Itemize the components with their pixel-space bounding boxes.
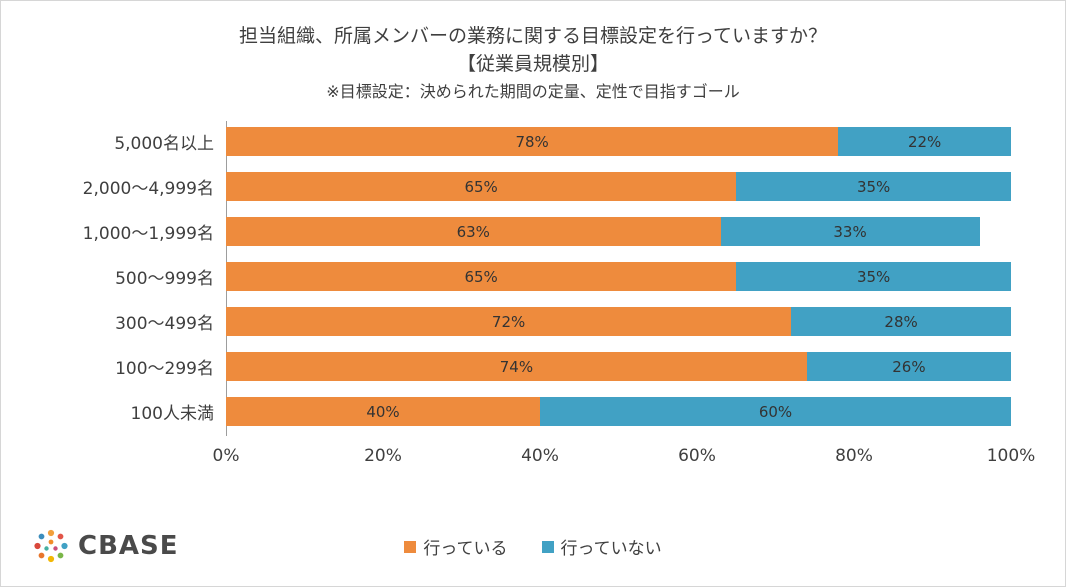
category-label: 300～499名 [115,314,214,335]
bar-segment-not-doing: 33% [720,217,980,247]
x-tick-label: 0% [212,446,240,467]
bar-segment-not-doing: 60% [540,397,1011,427]
category-label: 500～999名 [115,269,214,290]
x-tick-label: 80% [835,446,873,467]
bar-track: 72% 28% [226,307,1011,337]
data-label: 65% [464,267,498,286]
bar-segment-doing: 65% [226,172,737,202]
bar-segment-doing: 40% [226,397,540,427]
bar-segment-doing: 74% [226,352,807,382]
category-label: 1,000～1,999名 [82,224,214,245]
category-label: 5,000名以上 [114,134,214,155]
bar-track: 78% 22% [226,127,1011,157]
bar-track: 63% 33% [226,217,1011,247]
bar-segment-doing: 65% [226,262,737,292]
legend: 行っている 行っていない [1,534,1065,559]
x-tick-label: 40% [521,446,559,467]
data-label: 35% [856,177,891,196]
data-label: 33% [833,222,867,241]
chart-note: ※目標設定：決められた期間の定量、定性で目指すゴール [326,82,740,102]
bar-segment-not-doing: 35% [736,172,1011,202]
data-label: 63% [456,222,490,241]
data-label: 26% [892,357,926,376]
chart-row: 2,000～4,999名 65% 35% [29,164,1011,209]
data-label: 35% [856,267,891,286]
chart-title: 担当組織、所属メンバーの業務に関する目標設定を行っていますか？ [238,25,828,47]
x-axis: 0% 20% 40% 60% 80% 100% [213,440,1036,474]
x-tick-label: 100% [986,446,1036,467]
chart-row: 100～299名 74% 26% [29,344,1011,389]
chart-header: 担当組織、所属メンバーの業務に関する目標設定を行っていますか？ 【従業員規模別】… [29,23,1037,103]
category-label: 100～299名 [115,359,214,380]
data-label: 60% [758,402,793,421]
bar-track: 65% 35% [226,172,1011,202]
legend-label: 行っている [423,539,508,559]
category-label: 100人未満 [130,404,214,425]
category-label: 2,000～4,999名 [82,179,214,200]
data-label: 65% [464,177,498,196]
chart-row: 100人未満 40% 60% [29,389,1011,434]
legend-swatch [404,540,417,553]
cbase-logo-icon [34,529,68,563]
bar-segment-doing: 63% [226,217,721,247]
chart-row: 5,000名以上 78% 22% [29,119,1011,164]
footer: CBASE 行っている 行っていない [1,524,1065,572]
legend-label: 行っていない [560,539,662,559]
chart-row: 300～499名 72% 28% [29,299,1011,344]
legend-swatch [541,540,554,553]
x-tick-label: 60% [678,446,716,467]
data-label: 78% [515,132,549,151]
data-label: 28% [884,312,918,331]
bar-track: 65% 35% [226,262,1011,292]
chart-subtitle: 【従業員規模別】 [456,52,609,75]
cbase-logo-text: CBASE [78,531,179,561]
bar-segment-not-doing: 22% [838,127,1011,157]
data-label: 22% [907,132,942,151]
bar-segment-not-doing: 28% [791,307,1011,337]
bar-segment-not-doing: 26% [806,352,1011,382]
bar-track: 74% 26% [226,352,1011,382]
data-label: 74% [499,357,534,376]
cbase-logo: CBASE [33,528,179,564]
bar-rows: 5,000名以上 78% 22% 2,000～4,999名 65% 35% 1,000～1,… [29,119,1011,434]
bar-segment-doing: 78% [226,127,839,157]
legend-item-not-doing: 行っていない [541,534,662,559]
bar-track: 40% 60% [226,397,1011,427]
data-label: 72% [491,312,526,331]
bar-segment-doing: 72% [226,307,792,337]
plot-area: 5,000名以上 78% 22% 2,000～4,999名 65% 35% 1,000～1,… [29,119,1037,474]
data-label: 40% [366,402,400,421]
chart-row: 1,000～1,999名 63% 33% [29,209,1011,254]
chart-row: 500～999名 65% 35% [29,254,1011,299]
x-tick-label: 20% [364,446,402,467]
legend-item-doing: 行っている [404,534,508,559]
bar-segment-not-doing: 35% [736,262,1011,292]
